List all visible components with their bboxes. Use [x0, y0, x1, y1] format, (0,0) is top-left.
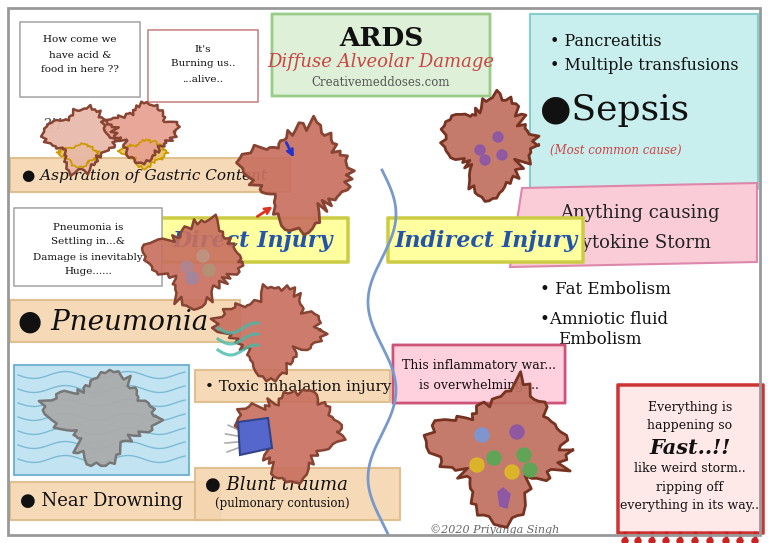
Text: (Most common cause): (Most common cause)	[550, 143, 682, 156]
Text: ...alive..: ...alive..	[183, 75, 223, 85]
Polygon shape	[238, 418, 272, 455]
Circle shape	[517, 448, 531, 462]
Circle shape	[692, 538, 698, 543]
FancyBboxPatch shape	[158, 218, 348, 262]
FancyBboxPatch shape	[618, 385, 763, 533]
Polygon shape	[424, 372, 573, 527]
Text: ● Near Drowning: ● Near Drowning	[20, 492, 183, 510]
FancyBboxPatch shape	[195, 370, 390, 402]
FancyBboxPatch shape	[272, 14, 490, 96]
Text: Anything causing: Anything causing	[560, 204, 720, 222]
Text: food in here ??: food in here ??	[41, 66, 119, 74]
Circle shape	[475, 145, 485, 155]
FancyBboxPatch shape	[14, 365, 189, 475]
Circle shape	[475, 428, 489, 442]
Circle shape	[186, 272, 198, 284]
FancyBboxPatch shape	[10, 158, 290, 192]
Circle shape	[707, 538, 713, 543]
Polygon shape	[441, 90, 539, 201]
Text: ● Blunt trauma: ● Blunt trauma	[205, 476, 348, 494]
Text: ripping off: ripping off	[657, 481, 723, 494]
FancyBboxPatch shape	[20, 22, 140, 97]
Polygon shape	[510, 183, 757, 267]
Text: have acid &: have acid &	[49, 50, 111, 60]
Circle shape	[480, 155, 490, 165]
Text: Creativemeddoses.com: Creativemeddoses.com	[312, 75, 450, 89]
Text: Embolism: Embolism	[558, 331, 641, 349]
FancyBboxPatch shape	[10, 300, 240, 342]
Text: Direct Injury: Direct Injury	[173, 230, 333, 252]
FancyBboxPatch shape	[530, 14, 758, 189]
FancyBboxPatch shape	[388, 218, 583, 262]
Circle shape	[635, 538, 641, 543]
Text: Huge......: Huge......	[64, 268, 112, 276]
Circle shape	[649, 538, 655, 543]
Circle shape	[470, 458, 484, 472]
Polygon shape	[56, 143, 101, 168]
Text: ARDS: ARDS	[339, 26, 423, 50]
Text: ● Aspiration of Gastric Content: ● Aspiration of Gastric Content	[22, 169, 267, 183]
Text: Cytokine Storm: Cytokine Storm	[568, 234, 711, 252]
Text: ?!!: ?!!	[42, 118, 62, 132]
Text: • Toxic inhalation injury: • Toxic inhalation injury	[205, 380, 392, 394]
Text: It's: It's	[195, 46, 211, 54]
Polygon shape	[210, 285, 327, 381]
Text: ©2020 Priyanga Singh: ©2020 Priyanga Singh	[430, 525, 559, 535]
FancyBboxPatch shape	[148, 30, 258, 102]
Text: Diffuse Alveolar Damage: Diffuse Alveolar Damage	[267, 53, 495, 71]
Text: Fast..!!: Fast..!!	[649, 438, 730, 458]
Text: How come we: How come we	[43, 35, 117, 45]
Circle shape	[523, 463, 537, 477]
Circle shape	[723, 538, 729, 543]
Text: • Fat Embolism: • Fat Embolism	[540, 281, 671, 299]
Circle shape	[181, 261, 193, 273]
Polygon shape	[498, 488, 510, 508]
Text: everything in its way..: everything in its way..	[621, 498, 760, 512]
Polygon shape	[142, 214, 243, 310]
Text: like weird storm..: like weird storm..	[634, 462, 746, 475]
Circle shape	[752, 538, 758, 543]
Text: ● Pneumonia: ● Pneumonia	[18, 308, 208, 336]
Polygon shape	[118, 139, 168, 169]
Polygon shape	[41, 105, 121, 176]
Text: •Amniotic fluid: •Amniotic fluid	[540, 312, 668, 329]
Text: ●Sepsis: ●Sepsis	[540, 93, 689, 127]
Text: Settling in...&: Settling in...&	[51, 237, 125, 247]
Circle shape	[663, 538, 669, 543]
Circle shape	[505, 465, 519, 479]
Polygon shape	[237, 116, 354, 235]
Text: This inflammatory war...: This inflammatory war...	[402, 358, 556, 371]
Text: • Pancreatitis: • Pancreatitis	[550, 34, 661, 50]
Circle shape	[197, 250, 209, 262]
Polygon shape	[235, 390, 346, 483]
Circle shape	[203, 264, 215, 276]
Circle shape	[737, 538, 743, 543]
FancyBboxPatch shape	[393, 345, 565, 403]
Circle shape	[677, 538, 683, 543]
Text: Pneumonia is: Pneumonia is	[53, 223, 123, 231]
Text: Indirect Injury: Indirect Injury	[395, 230, 578, 252]
Polygon shape	[39, 370, 163, 466]
Text: (pulmonary contusion): (pulmonary contusion)	[215, 496, 349, 509]
Text: is overwhelming....: is overwhelming....	[419, 378, 539, 392]
Circle shape	[622, 538, 628, 543]
Polygon shape	[101, 102, 180, 165]
FancyBboxPatch shape	[14, 208, 162, 286]
Circle shape	[493, 132, 503, 142]
Circle shape	[497, 150, 507, 160]
Text: Burning us..: Burning us..	[170, 60, 235, 68]
Text: happening so: happening so	[647, 419, 733, 432]
Circle shape	[510, 425, 524, 439]
Text: • Multiple transfusions: • Multiple transfusions	[550, 58, 739, 74]
Text: Damage is inevitably: Damage is inevitably	[33, 252, 143, 262]
Text: Everything is: Everything is	[648, 401, 732, 414]
FancyBboxPatch shape	[195, 468, 400, 520]
FancyBboxPatch shape	[10, 482, 220, 520]
Circle shape	[487, 451, 501, 465]
